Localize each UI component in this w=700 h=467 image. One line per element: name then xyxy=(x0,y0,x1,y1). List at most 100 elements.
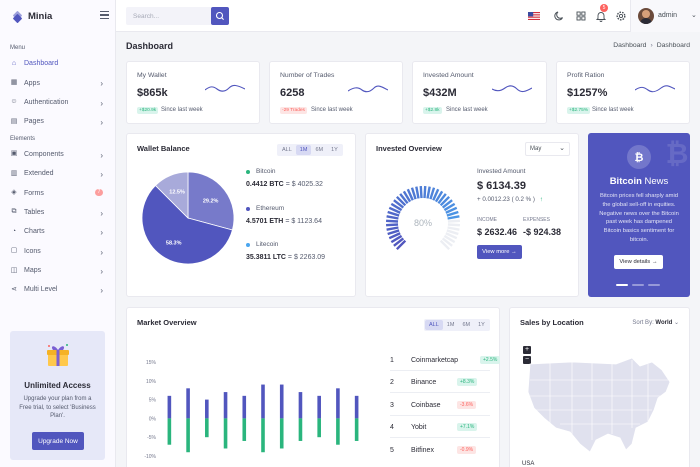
user-menu[interactable]: admin ⌄ xyxy=(630,0,700,32)
sidebar-item-dashboard[interactable]: ⌂ Dashboard xyxy=(0,54,115,73)
market-bar[interactable] xyxy=(317,395,321,419)
gauge-tick xyxy=(423,185,427,199)
market-bar[interactable] xyxy=(167,395,172,419)
stat-value: $432M xyxy=(423,87,457,99)
sidebar-item-charts[interactable]: ◔ Charts › xyxy=(0,222,115,241)
map-icon: ◫ xyxy=(10,266,18,274)
market-bar[interactable] xyxy=(279,384,284,419)
tab-1m[interactable]: 1M xyxy=(295,145,312,155)
chevron-right-icon: › xyxy=(100,169,103,179)
legend-value: 4.5701 ETH = $ 1123.64 xyxy=(246,218,322,225)
gauge-tick xyxy=(393,237,405,247)
market-bar[interactable] xyxy=(167,418,172,445)
market-bar[interactable] xyxy=(298,392,303,419)
market-bar[interactable] xyxy=(223,418,228,449)
gauge-tick xyxy=(445,206,458,214)
moon-icon[interactable] xyxy=(553,10,565,22)
wallet-period-tabs: ALL 1M 6M 1Y xyxy=(277,144,343,156)
market-bar[interactable] xyxy=(205,399,209,419)
sidebar-item-multi-level[interactable]: ⋖ Multi Level › xyxy=(0,280,115,299)
market-bar[interactable] xyxy=(298,418,303,441)
search-button[interactable] xyxy=(211,7,229,25)
market-bar[interactable] xyxy=(205,418,209,438)
market-bar[interactable] xyxy=(336,418,340,445)
sidebar-item-pages[interactable]: ▤ Pages › xyxy=(0,112,115,131)
carousel-dot[interactable] xyxy=(616,284,628,286)
market-bar[interactable] xyxy=(242,418,247,441)
stat-badge: +$2.8k xyxy=(423,107,442,114)
pie-slice-label: 12.5% xyxy=(169,190,185,196)
exchange-row[interactable]: 4 Yobit +7.1% xyxy=(390,423,500,445)
sidebar-item-components[interactable]: ▣ Components › xyxy=(0,145,115,164)
box-icon: ◈ xyxy=(11,189,17,197)
market-bar[interactable] xyxy=(354,395,359,419)
market-bar[interactable] xyxy=(223,392,228,419)
view-more-button[interactable]: View more → xyxy=(477,245,522,259)
upgrade-now-button[interactable]: Upgrade Now xyxy=(32,432,84,450)
sidebar-item-label: Components xyxy=(24,150,64,158)
invested-gauge: 80% xyxy=(385,185,461,251)
exchange-change: +8.3% xyxy=(457,378,478,386)
view-details-button[interactable]: View details → xyxy=(614,255,663,269)
stat-label: Profit Ration xyxy=(567,72,605,79)
exchange-row[interactable]: 2 Binance +8.3% xyxy=(390,378,500,400)
apps-grid-icon[interactable] xyxy=(575,10,587,22)
sidebar-item-apps[interactable]: ▦ Apps › xyxy=(0,73,115,92)
exchange-name: Coinmarketcap xyxy=(411,357,459,364)
tab-1y[interactable]: 1Y xyxy=(478,322,485,328)
legend-value: 0.4412 BTC = $ 4025.32 xyxy=(246,181,323,188)
market-bar[interactable] xyxy=(354,418,359,441)
exchange-name: Coinbase xyxy=(411,402,441,409)
market-bar[interactable] xyxy=(186,418,190,453)
sort-by-select[interactable]: Sort By: World ⌄ xyxy=(632,319,679,326)
arrow-up-icon: ↑ xyxy=(539,196,543,203)
market-bar[interactable] xyxy=(279,418,284,449)
exchange-rank: 3 xyxy=(390,402,394,409)
exchange-row[interactable]: 5 Bitfinex -0.9% xyxy=(390,446,500,467)
hamburger-menu-icon[interactable] xyxy=(100,11,109,19)
sidebar-item-forms[interactable]: ◈ Forms 7 xyxy=(0,183,115,202)
sidebar-item-authentication[interactable]: ☺ Authentication › xyxy=(0,93,115,112)
tab-6m[interactable]: 6M xyxy=(315,147,324,153)
month-select[interactable]: May ⌄ xyxy=(525,142,570,156)
pie-slice[interactable] xyxy=(141,184,233,265)
market-bar[interactable] xyxy=(186,388,190,419)
tab-1y[interactable]: 1Y xyxy=(331,147,338,153)
stat-card-invested: Invested Amount $432M +$2.8k Since last … xyxy=(412,61,547,124)
elements-section-title: Elements xyxy=(10,135,36,142)
us-flag-icon[interactable] xyxy=(528,12,540,20)
usa-map xyxy=(527,357,671,453)
search-input[interactable] xyxy=(126,7,206,25)
stat-badge: -29 Trades xyxy=(280,107,307,114)
expenses-value: -$ 924.38 xyxy=(523,227,562,237)
exchange-row[interactable]: 3 Coinbase -3.6% xyxy=(390,401,500,423)
stat-label: Number of Trades xyxy=(280,72,335,79)
market-bar[interactable] xyxy=(261,384,265,419)
tab-all[interactable]: ALL xyxy=(282,147,292,153)
sidebar-item-extended[interactable]: ▥ Extended › xyxy=(0,164,115,183)
breadcrumb-link[interactable]: Dashboard xyxy=(613,42,647,49)
brand[interactable]: Minia xyxy=(0,0,115,32)
sidebar-item-icons[interactable]: ▢ Icons › xyxy=(0,242,115,261)
sidebar-item-tables[interactable]: ⧉ Tables › xyxy=(0,203,115,222)
market-bar[interactable] xyxy=(336,388,340,419)
pie-slice[interactable] xyxy=(154,171,189,219)
page-title: Dashboard xyxy=(126,41,174,51)
tab-6m[interactable]: 6M xyxy=(462,322,471,328)
zoom-out-button[interactable]: − xyxy=(523,356,531,364)
market-bar[interactable] xyxy=(317,418,321,438)
pie-chart-icon: ◔ xyxy=(11,227,17,235)
tab-1m[interactable]: 1M xyxy=(446,322,455,328)
market-bar[interactable] xyxy=(242,395,247,419)
tab-all[interactable]: ALL xyxy=(425,320,443,330)
zoom-in-button[interactable]: + xyxy=(523,346,531,354)
stat-since: Since last week xyxy=(161,107,203,113)
exchange-row[interactable]: 1 Coinmarketcap +2.5% xyxy=(390,356,501,378)
gear-icon[interactable] xyxy=(615,10,627,22)
pie-slice[interactable] xyxy=(187,171,235,231)
carousel-dot[interactable] xyxy=(648,284,660,286)
bell-icon[interactable] xyxy=(595,10,607,22)
carousel-dot[interactable] xyxy=(632,284,644,286)
sidebar-item-maps[interactable]: ◫ Maps › xyxy=(0,261,115,280)
market-bar[interactable] xyxy=(261,418,265,453)
